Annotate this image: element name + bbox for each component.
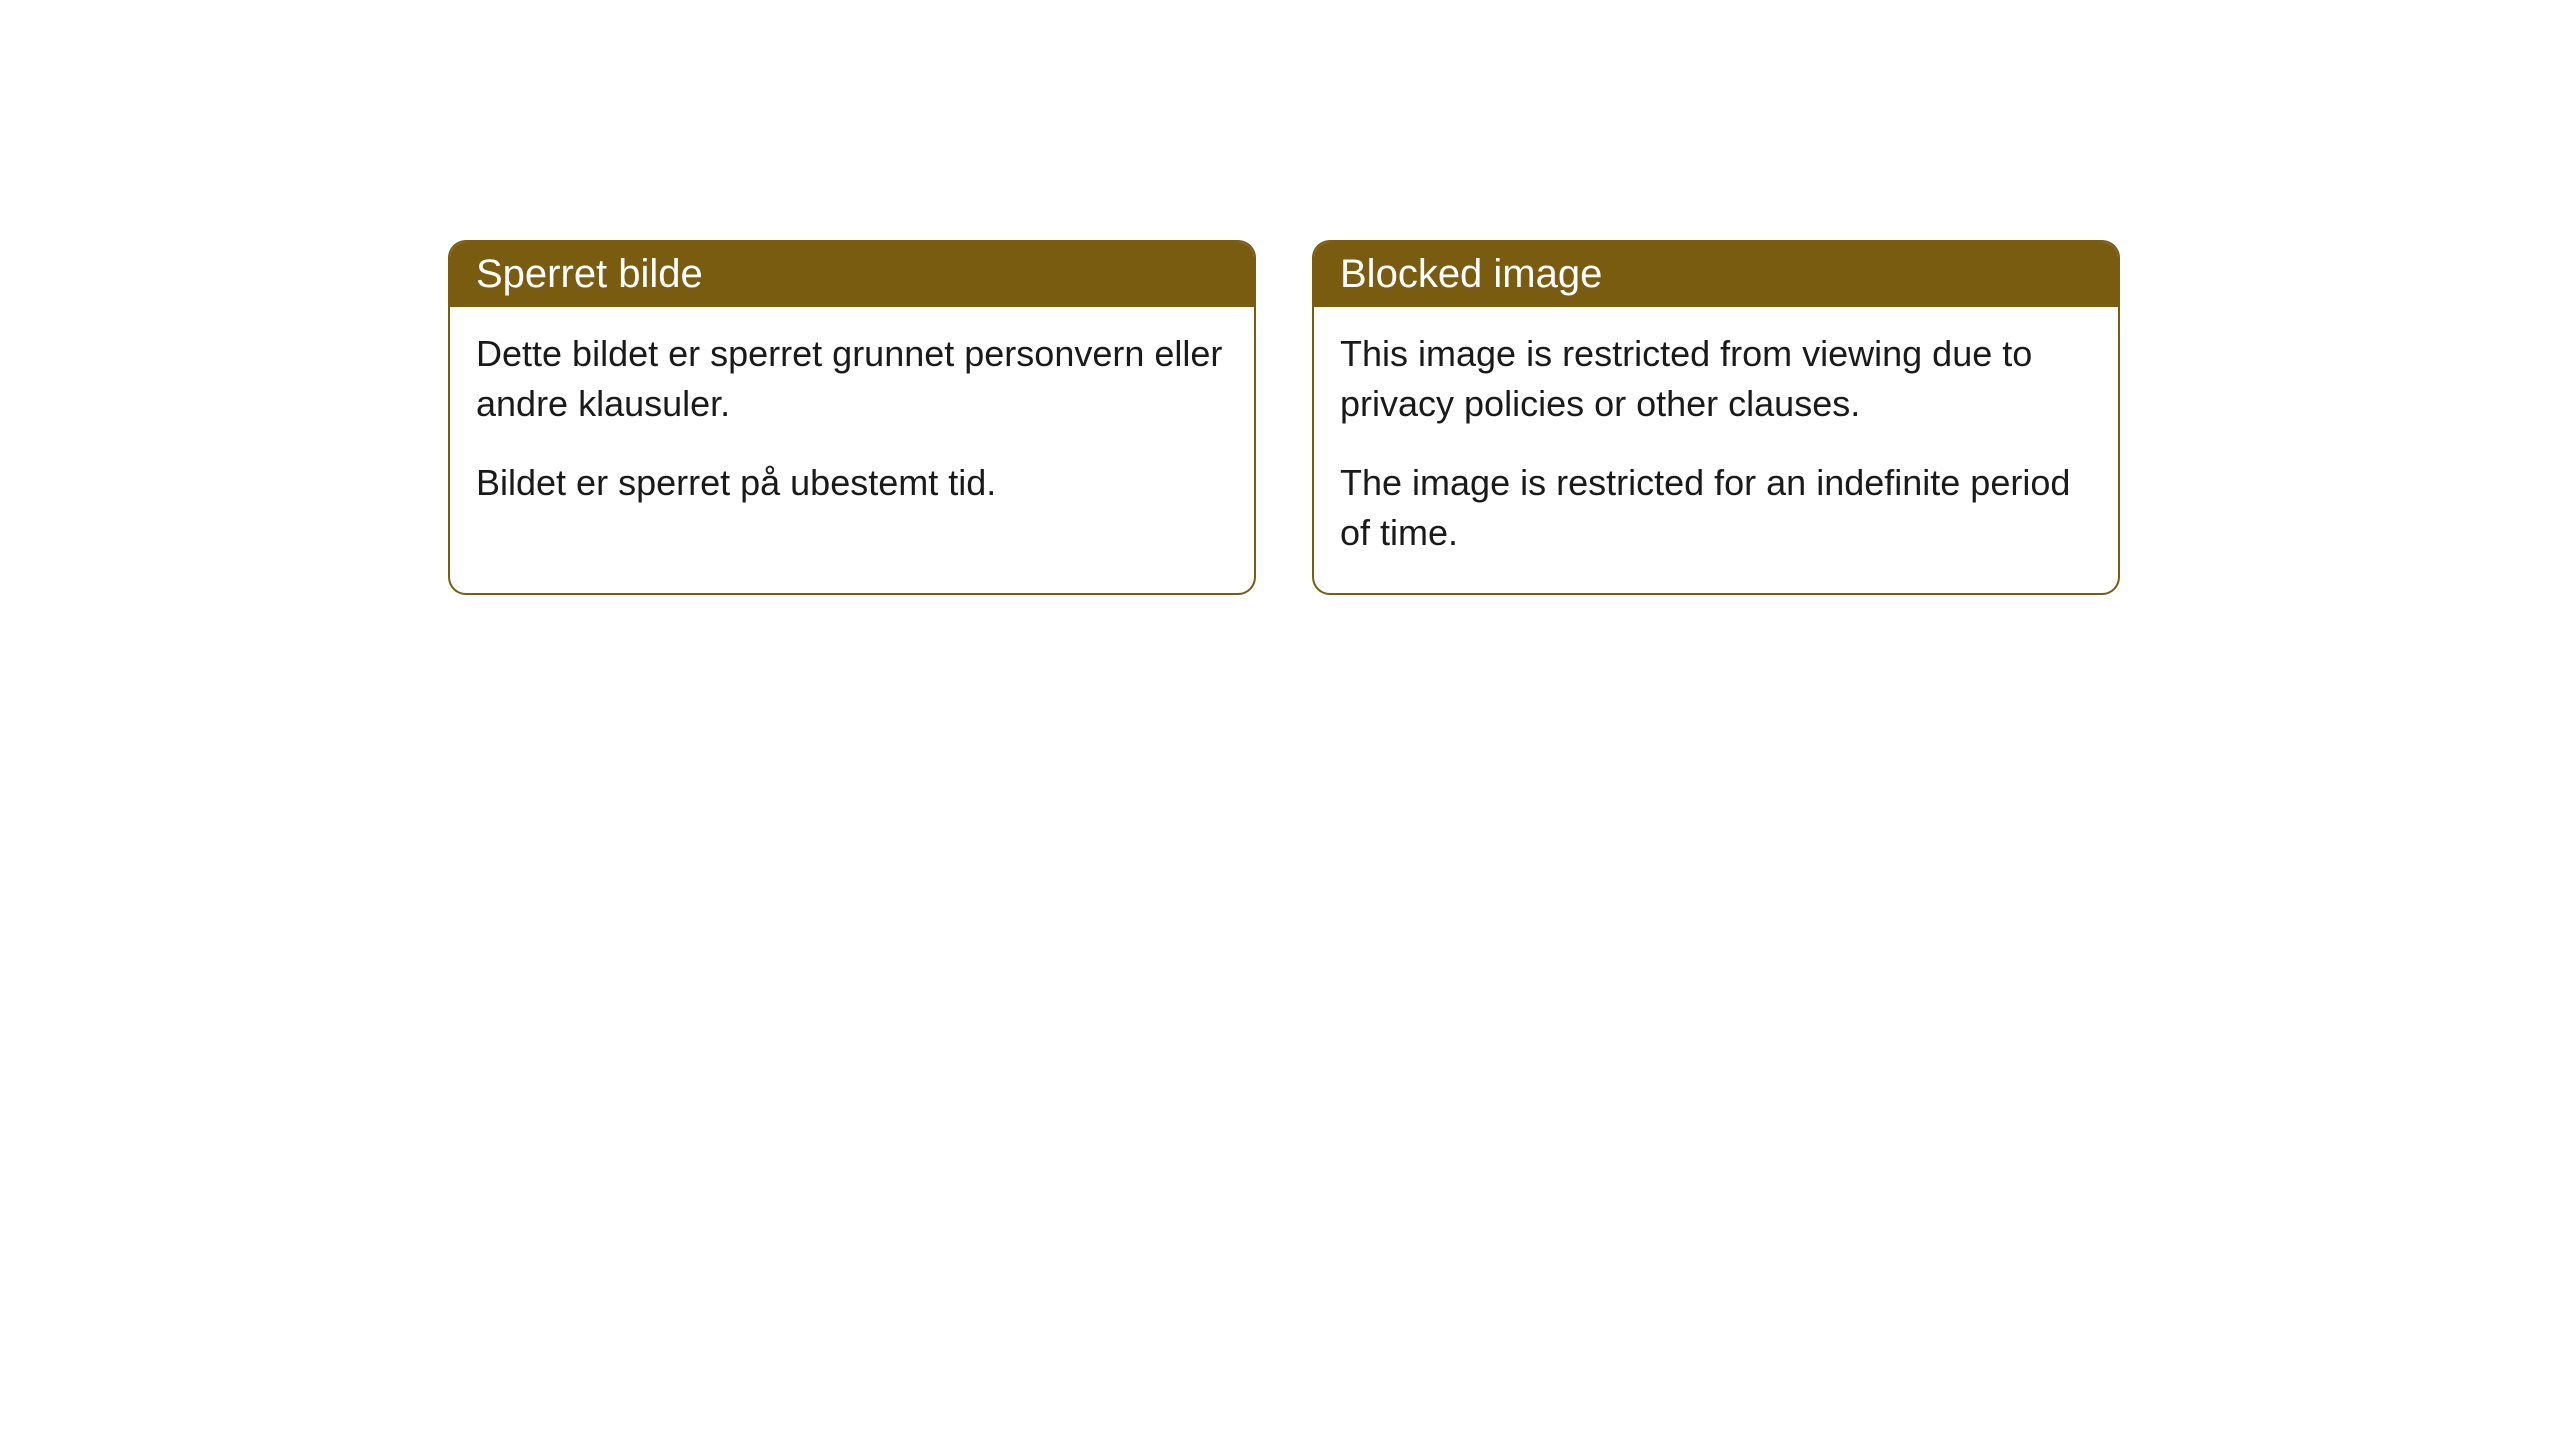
card-paragraph-2: Bildet er sperret på ubestemt tid. [476,458,1228,508]
card-english: Blocked image This image is restricted f… [1312,240,2120,595]
card-header-norwegian: Sperret bilde [450,242,1254,307]
card-paragraph-1: This image is restricted from viewing du… [1340,329,2092,430]
card-norwegian: Sperret bilde Dette bildet er sperret gr… [448,240,1256,595]
card-body-norwegian: Dette bildet er sperret grunnet personve… [450,307,1254,542]
card-header-english: Blocked image [1314,242,2118,307]
card-paragraph-1: Dette bildet er sperret grunnet personve… [476,329,1228,430]
card-body-english: This image is restricted from viewing du… [1314,307,2118,593]
card-paragraph-2: The image is restricted for an indefinit… [1340,458,2092,559]
cards-container: Sperret bilde Dette bildet er sperret gr… [448,240,2120,595]
